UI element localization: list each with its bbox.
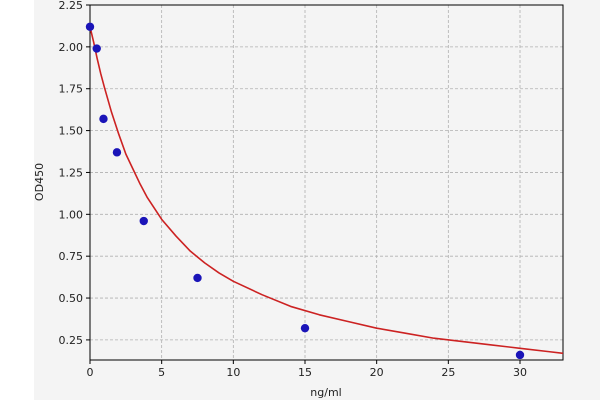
- y-tick-label: 1.50: [59, 125, 84, 138]
- data-point: [92, 44, 101, 53]
- data-point: [139, 216, 148, 226]
- data-point: [515, 350, 525, 360]
- axis-ticks: 0 5 10 15 20 25 30 0.25 0.50 0.75 1.00 1.25 1.50 1.75…: [59, 0, 528, 379]
- data-point: [193, 273, 202, 283]
- x-tick-label: 20: [370, 366, 384, 379]
- x-tick-label: 25: [441, 366, 455, 379]
- data-point: [99, 114, 108, 124]
- fitted-curve-line: [89, 26, 564, 355]
- y-tick-label: 1.25: [59, 166, 84, 179]
- data-points-layer: [85, 22, 525, 360]
- fitted-curve-layer: [89, 26, 564, 355]
- y-tick-label: 1.00: [59, 208, 84, 221]
- y-tick-label: 0.50: [59, 292, 84, 305]
- x-tick-label: 30: [513, 366, 527, 379]
- figure-background: [34, 0, 600, 400]
- plot-area-frame: [89, 4, 564, 361]
- y-tick-label: 0.25: [59, 334, 84, 347]
- y-tick-label: 2.00: [59, 41, 84, 54]
- data-point: [112, 148, 122, 157]
- y-tick-label: 0.75: [59, 250, 84, 263]
- x-tick-label: 10: [226, 366, 240, 379]
- y-axis-label: OD450: [33, 163, 46, 201]
- y-tick-label: 1.75: [59, 83, 84, 96]
- y-tick-label: 2.25: [59, 0, 84, 12]
- x-axis-label: ng/ml: [310, 386, 341, 399]
- data-point: [300, 323, 310, 333]
- x-tick-label: 5: [158, 366, 165, 379]
- x-tick-label: 0: [87, 366, 94, 379]
- grid: [89, 4, 563, 360]
- x-tick-label: 15: [298, 366, 312, 379]
- data-point: [85, 22, 95, 31]
